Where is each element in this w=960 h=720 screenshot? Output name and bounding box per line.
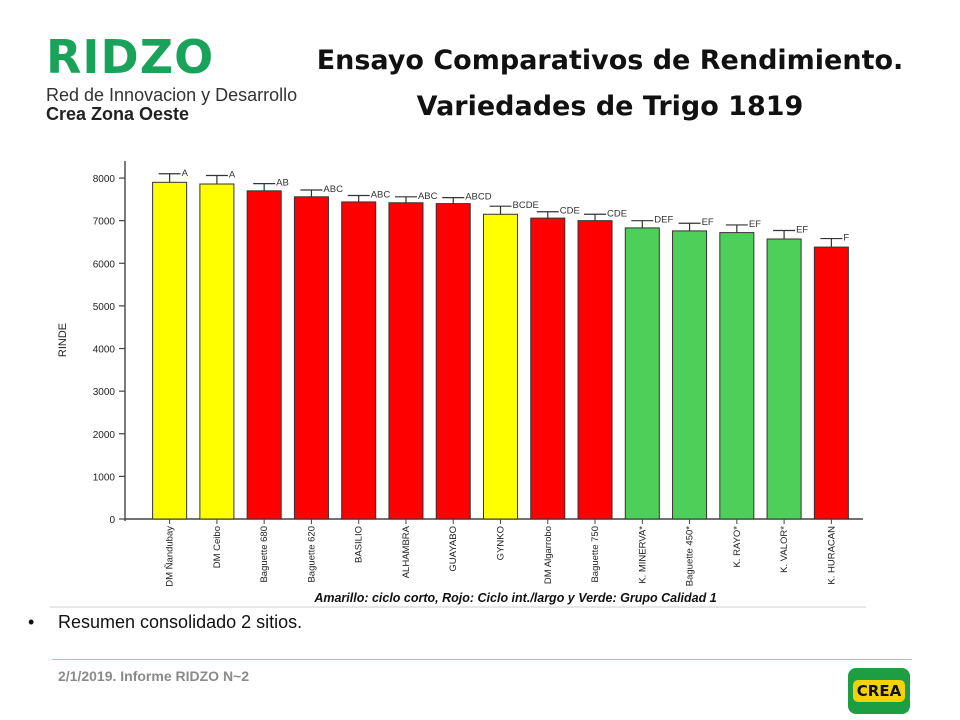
crea-logo: CREA — [848, 668, 910, 714]
y-axis-label: RINDE — [57, 323, 69, 357]
bar — [341, 201, 377, 520]
significance-letter: AB — [276, 178, 289, 189]
x-tick-label: DM Ceibo — [212, 526, 223, 568]
bar — [813, 246, 849, 520]
x-tick-label: Baguette 620 — [306, 526, 317, 583]
chart-area: 0 1000 2000 3000 4000 5000 6000 7000 8000 RINDE A D… — [50, 155, 866, 608]
x-tick-label: DM Ñandubay — [165, 526, 176, 587]
logo-name: RIDZO — [46, 30, 215, 84]
bar — [293, 196, 329, 520]
significance-letter: A — [182, 168, 189, 179]
x-tick-label: K. MINERVA* — [637, 526, 648, 584]
y-tick-label: 2000 — [93, 430, 116, 441]
significance-letter: ABCD — [465, 192, 492, 203]
bar — [152, 181, 188, 520]
slide-title: Ensayo Comparativos de Rendimiento. Vari… — [300, 38, 920, 130]
significance-letter: CDE — [607, 208, 627, 219]
bullet-icon: • — [28, 612, 35, 632]
bar — [577, 220, 613, 520]
title-line-2: Variedades de Trigo 1819 — [416, 91, 804, 122]
y-tick-label: 6000 — [93, 259, 116, 270]
ridzo-logo: RIDZO Red de Innovacion y Desarrollo Cre… — [46, 34, 297, 124]
bar — [435, 203, 471, 520]
x-tick-label: Baguette 450* — [685, 526, 696, 587]
y-tick-label: 0 — [109, 515, 115, 526]
x-tick-label: DM Algarrobo — [543, 526, 554, 584]
chart-caption: Amarillo: ciclo corto, Rojo: Ciclo int./… — [313, 591, 716, 605]
significance-letter: DEF — [654, 215, 673, 226]
bullet-text: Resumen consolidado 2 sitios. — [58, 612, 303, 632]
logo-subtitle: Red de Innovacion y Desarrollo — [46, 85, 298, 105]
x-tick-label: Baguette 680 — [259, 526, 270, 583]
significance-letter: EF — [749, 219, 761, 230]
y-tick-label: 3000 — [93, 387, 116, 398]
significance-letter: BCDE — [513, 200, 539, 211]
bullet-note: • Resumen consolidado 2 sitios. — [28, 612, 302, 633]
bar-chart: 0 1000 2000 3000 4000 5000 6000 7000 8000 RINDE A D… — [50, 155, 866, 608]
footer-text: 2/1/2019. Informe RIDZO N~2 — [58, 668, 250, 684]
x-tick-label: ALHAMBRA — [401, 525, 412, 578]
x-tick-label: GUAYABO — [448, 526, 459, 572]
y-tick-label: 5000 — [93, 302, 116, 313]
bar — [766, 238, 802, 520]
x-tick-label: K. HURACAN — [826, 526, 837, 585]
y-tick-label: 4000 — [93, 345, 116, 356]
significance-letter: EF — [796, 224, 808, 235]
bar — [246, 190, 282, 520]
bar — [672, 230, 708, 520]
x-tick-label: GYNKO — [496, 526, 507, 560]
significance-letter: ABC — [371, 190, 391, 201]
x-tick-label: BASILIO — [354, 526, 365, 563]
significance-letter: CDE — [560, 206, 580, 217]
x-tick-label: Baguette 750 — [590, 526, 601, 583]
bar — [624, 227, 660, 520]
crea-logo-text: CREA — [852, 680, 906, 702]
x-tick-label: K. VALOR* — [779, 526, 790, 573]
bar — [388, 202, 424, 520]
significance-letter: EF — [702, 217, 714, 228]
bar — [530, 217, 566, 520]
footer-divider — [52, 659, 912, 660]
bar — [482, 213, 519, 520]
y-tick-label: 8000 — [93, 174, 116, 185]
title-line-1: Ensayo Comparativos de Rendimiento. — [316, 45, 904, 76]
logo-region: Crea Zona Oeste — [46, 104, 190, 124]
significance-letter: A — [229, 169, 236, 180]
significance-letter: ABC — [323, 184, 343, 195]
bar — [719, 232, 755, 520]
x-tick-label: K. RAYO* — [732, 526, 743, 568]
bar — [199, 183, 235, 520]
significance-letter: F — [843, 233, 849, 244]
significance-letter: ABC — [418, 191, 438, 202]
y-tick-label: 7000 — [93, 217, 116, 228]
y-tick-label: 1000 — [93, 472, 116, 483]
